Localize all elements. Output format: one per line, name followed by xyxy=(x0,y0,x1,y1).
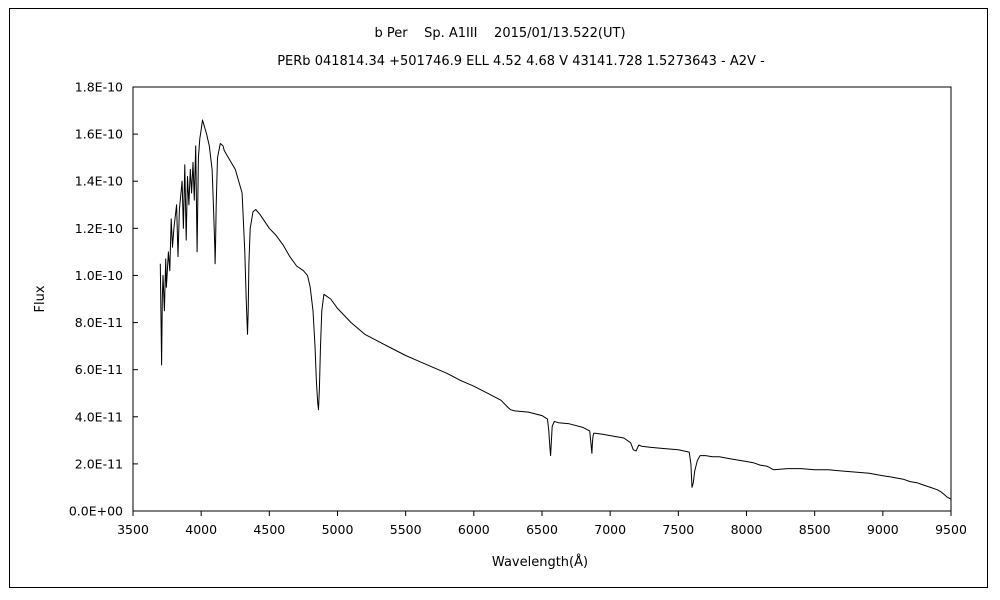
y-tick-label: 2.0E-11 xyxy=(75,456,123,471)
x-tick-label: 9500 xyxy=(935,522,967,537)
x-tick-label: 5500 xyxy=(390,522,422,537)
x-tick-label: 7500 xyxy=(662,522,694,537)
spectrum-line xyxy=(159,119,952,500)
x-tick-label: 4000 xyxy=(185,522,217,537)
x-tick-label: 8000 xyxy=(731,522,763,537)
x-axis-ticks: 3500 4000 4500 5000 5500 6000 6500 7000 7500 8000… xyxy=(117,511,967,537)
chart-subtitle: PERb 041814.34 +501746.9 ELL 4.52 4.68 V… xyxy=(277,54,765,69)
y-axis-ticks: 0.0E+00 2.0E-11 4.0E-11 6.0E-11 8.0E-11 1.0E-… xyxy=(69,80,138,519)
y-tick-label: 1.2E-10 xyxy=(75,221,123,236)
chart-title: b Per Sp. A1III 2015/01/13.522(UT) xyxy=(374,26,625,41)
y-tick-label: 4.0E-11 xyxy=(75,409,123,424)
x-axis-label: Wavelength(Å) xyxy=(492,554,588,570)
x-tick-label: 6000 xyxy=(458,522,490,537)
x-tick-label: 6500 xyxy=(526,522,558,537)
series-layer xyxy=(159,119,952,500)
x-tick-label: 9000 xyxy=(867,522,899,537)
y-tick-label: 6.0E-11 xyxy=(75,362,123,377)
x-tick-label: 3500 xyxy=(117,522,149,537)
y-tick-label: 0.0E+00 xyxy=(69,504,123,519)
y-tick-label: 1.4E-10 xyxy=(75,174,123,189)
x-tick-label: 8500 xyxy=(799,522,831,537)
plot-area xyxy=(132,86,952,512)
y-tick-label: 1.0E-10 xyxy=(75,268,123,283)
x-tick-label: 5000 xyxy=(322,522,354,537)
y-tick-label: 8.0E-11 xyxy=(75,315,123,330)
y-tick-label: 1.8E-10 xyxy=(75,80,123,95)
x-tick-label: 7000 xyxy=(594,522,626,537)
y-tick-label: 1.6E-10 xyxy=(75,127,123,142)
x-tick-label: 4500 xyxy=(253,522,285,537)
y-axis-label: Flux xyxy=(33,285,48,312)
